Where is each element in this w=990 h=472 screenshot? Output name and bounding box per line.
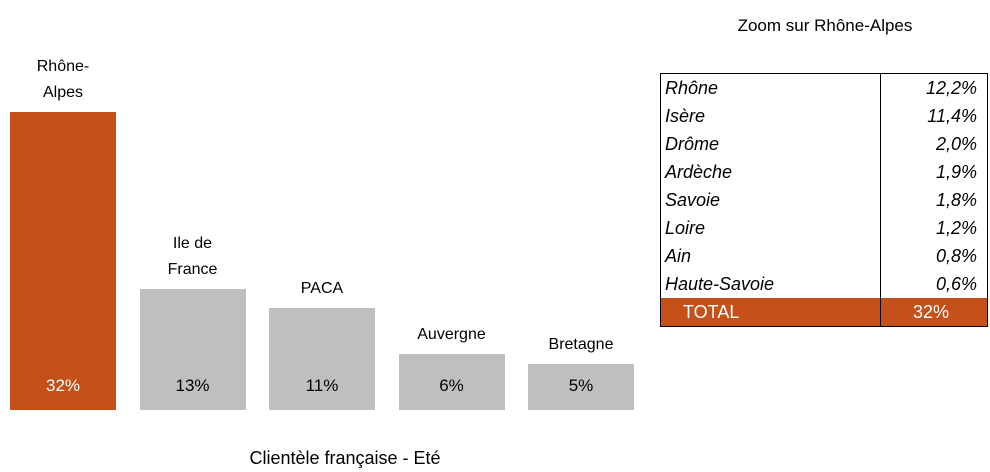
category-label: PACA [300,279,344,297]
region-share: 1,9% [880,158,988,186]
total-row: TOTAL 32% [660,298,988,327]
region-name: Drôme [660,130,881,158]
region-share: 0,8% [880,242,988,270]
region-name: Loire [660,214,881,242]
table-row: Ain 0,8% [660,242,988,270]
region-share: 0,6% [880,270,988,298]
category-label: Auvergne [417,326,486,344]
region-share: 11,4% [880,102,988,130]
table-row: Haute-Savoie 0,6% [660,270,988,298]
value-label: 5% [568,376,594,395]
value-label: 32% [45,375,81,395]
table-row: Rhône 12,2% [660,73,988,102]
table-title: Zoom sur Rhône-Alpes [737,16,913,35]
bar: 13% [139,289,246,410]
bar: 5% [528,363,634,410]
table-row: Loire 1,2% [660,214,988,242]
table-row: Ardèche 1,9% [660,158,988,186]
region-share: 1,8% [880,186,988,214]
chart-title: Clientèle française - Eté [249,448,441,468]
bar: 11% [269,307,375,410]
region-share: 2,0% [880,130,988,158]
table-row: Isère 11,4% [660,102,988,130]
region-share: 1,2% [880,214,988,242]
category-label: Rhône-Alpes [36,58,90,102]
chart: 32% Rhône-Alpes 13% Ile de France 11% PACA 6% A… [10,58,634,410]
table-row: Savoie 1,8% [660,186,988,214]
region-name: Haute-Savoie [660,270,881,298]
value-label: 6% [439,375,464,395]
value-label: 11% [305,375,339,395]
table-row: Drôme 2,0% [660,130,988,158]
region-name: Isère [660,102,881,130]
value-label: 13% [175,375,210,395]
region-share: 12,2% [880,73,988,102]
bar: 6% [398,354,505,410]
region-name: Ain [660,242,881,270]
region-name: Rhône [660,73,881,102]
bar: 32% [10,112,116,410]
category-label: Bretagne [548,335,614,353]
total-value: 32% [880,298,988,327]
region-name: Ardèche [660,158,881,186]
category-label: Ile de France [167,235,218,279]
total-label: TOTAL [660,298,881,327]
table: Rhône 12,2% Isère 11,4% Drôme 2,0% Ardèche 1,9%… [660,73,988,327]
region-name: Savoie [660,186,881,214]
